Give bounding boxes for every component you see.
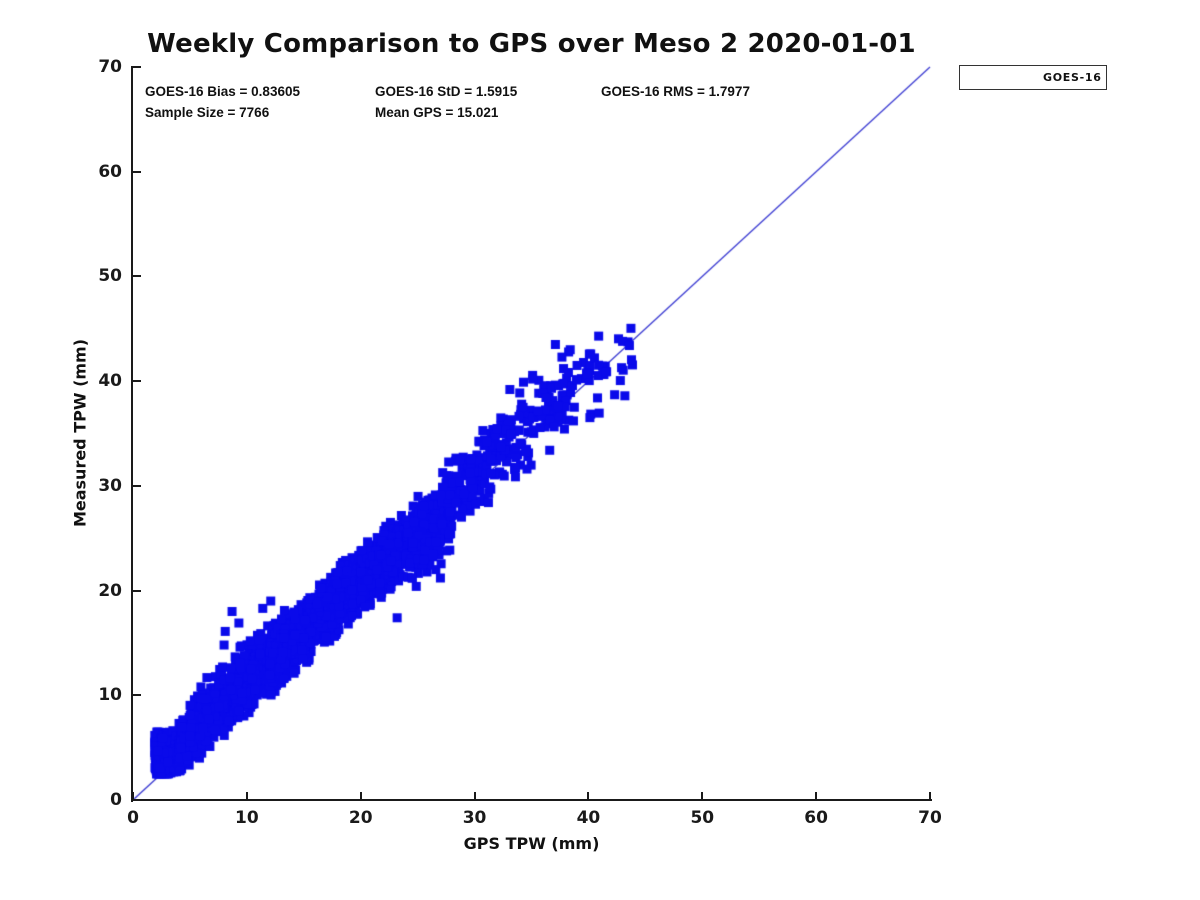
x-tick-label: 70 xyxy=(918,808,942,828)
y-axis-line xyxy=(131,66,133,802)
x-tick-label: 30 xyxy=(462,808,487,828)
y-tick-mark xyxy=(133,694,141,697)
y-tick-mark xyxy=(133,275,141,278)
chart-title: Weekly Comparison to GPS over Meso 2 202… xyxy=(147,29,916,59)
y-tick-mark xyxy=(133,170,141,173)
x-tick-label: 40 xyxy=(576,808,601,828)
x-tick-mark xyxy=(587,792,590,800)
y-tick-label: 40 xyxy=(98,371,122,392)
legend: GOES-16 xyxy=(959,65,1107,90)
x-tick-mark xyxy=(929,792,931,800)
x-tick-mark xyxy=(701,792,704,800)
x-axis-label: GPS TPW (mm) xyxy=(463,834,600,853)
y-tick-label: 60 xyxy=(98,161,122,182)
x-tick-mark xyxy=(815,792,818,800)
x-tick-mark xyxy=(132,792,134,800)
y-tick-label: 70 xyxy=(98,57,122,77)
x-tick-mark xyxy=(245,792,248,800)
y-tick-label: 0 xyxy=(110,790,122,810)
y-tick-mark xyxy=(133,799,141,801)
y-tick-label: 50 xyxy=(98,266,122,287)
y-axis-label: Measured TPW (mm) xyxy=(70,338,90,528)
y-tick-mark xyxy=(133,66,141,68)
y-tick-mark xyxy=(133,589,141,592)
x-tick-mark xyxy=(473,792,476,800)
stat-std: GOES-16 StD = 1.5915 xyxy=(375,84,518,99)
x-tick-label: 10 xyxy=(235,808,259,828)
stat-bias: GOES-16 Bias = 0.83605 xyxy=(145,84,300,99)
x-tick-label: 50 xyxy=(690,808,715,828)
y-tick-mark xyxy=(133,380,141,383)
x-axis-line xyxy=(131,799,932,801)
x-tick-label: 20 xyxy=(348,808,373,828)
stat-rms: GOES-16 RMS = 1.7977 xyxy=(601,84,750,99)
y-tick-label: 10 xyxy=(98,685,122,706)
x-tick-label: 0 xyxy=(127,808,139,828)
x-tick-label: 60 xyxy=(804,808,828,828)
y-tick-label: 30 xyxy=(98,475,122,496)
stat-mean-gps: Mean GPS = 15.021 xyxy=(375,105,499,120)
stat-sample-size: Sample Size = 7766 xyxy=(145,105,270,120)
y-tick-label: 20 xyxy=(98,580,122,601)
y-tick-mark xyxy=(133,484,141,487)
legend-square-marker-icon xyxy=(998,72,1010,84)
legend-label: GOES-16 xyxy=(1043,71,1102,84)
x-tick-mark xyxy=(359,792,362,800)
